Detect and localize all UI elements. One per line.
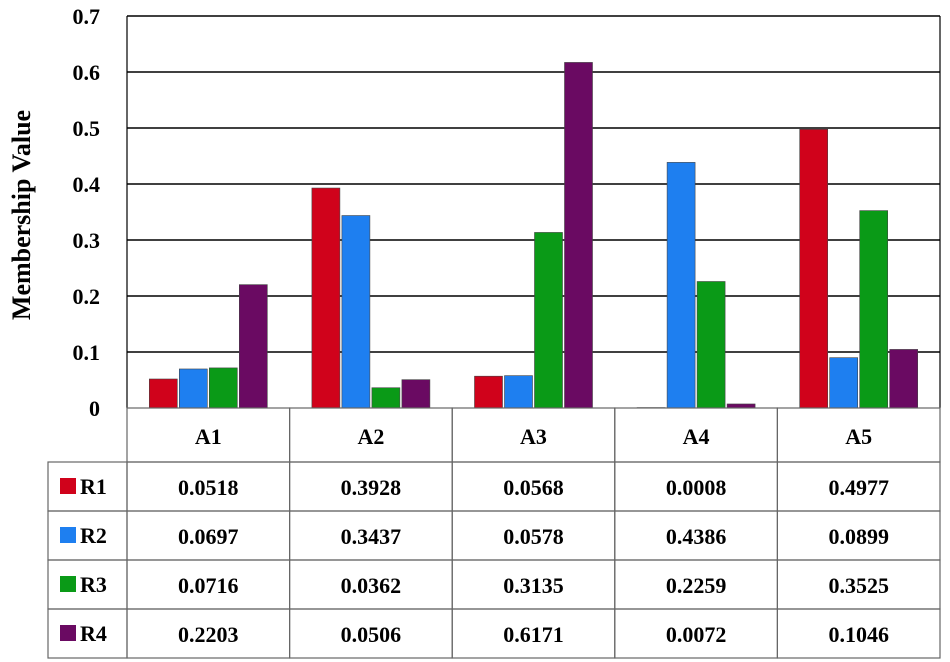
- data-label: 0.3135: [503, 573, 564, 598]
- data-table: A1 A2 A3 A4 A5 R1 0.0518 0.3928 0.0568 0.0008 0.49…: [47, 407, 941, 659]
- y-tick-label: 0.2: [73, 284, 101, 309]
- bar-r4-a5: [889, 349, 919, 409]
- legend-label-r1: R1: [80, 474, 107, 499]
- legend-swatch-r4: [60, 625, 76, 641]
- category-label: A1: [195, 424, 222, 449]
- bar-r2-a3: [504, 375, 533, 409]
- bar-r3-a3: [534, 232, 563, 409]
- y-tick-label: 0.3: [73, 228, 101, 253]
- bar-r4-a4: [726, 403, 756, 409]
- data-label: 0.0362: [341, 573, 402, 598]
- legend-swatch-r1: [60, 478, 76, 494]
- data-label: 0.0518: [178, 475, 239, 500]
- bar-r3-a2: [371, 387, 401, 409]
- data-label: 0.4977: [828, 475, 889, 500]
- category-label: A4: [683, 424, 710, 449]
- bar-r1-a3: [474, 375, 503, 409]
- bar-r1-a1: [149, 378, 178, 409]
- data-label: 0.0716: [178, 573, 239, 598]
- bar-r1-a5: [799, 128, 829, 409]
- bar-r2-a5: [829, 357, 859, 409]
- data-label: 0.3525: [828, 573, 889, 598]
- data-label: 0.0072: [666, 622, 727, 647]
- legend-label-r3: R3: [80, 572, 107, 597]
- bar-r4-a3: [564, 62, 593, 409]
- data-label: 0.0899: [828, 524, 889, 549]
- bar-r3-a5: [859, 210, 889, 409]
- bar-series: [149, 62, 919, 409]
- data-label: 0.0697: [178, 524, 239, 549]
- data-label: 0.6171: [503, 622, 564, 647]
- legend-label-r4: R4: [80, 621, 107, 646]
- category-label: A2: [357, 424, 384, 449]
- bar-r4-a2: [401, 379, 431, 409]
- data-label: 0.0506: [341, 622, 402, 647]
- bar-r3-a4: [696, 281, 726, 409]
- table-cell: [776, 608, 941, 659]
- data-label: 0.3928: [341, 475, 402, 500]
- legend-swatch-r3: [60, 576, 76, 592]
- data-label: 0.0568: [503, 475, 564, 500]
- bar-r2-a2: [341, 215, 371, 409]
- data-label: 0.4386: [666, 524, 727, 549]
- data-label: 0.0578: [503, 524, 564, 549]
- bar-r3-a1: [209, 367, 238, 409]
- category-label: A5: [845, 424, 872, 449]
- y-tick-labels: 0 0.1 0.2 0.3 0.4 0.5 0.6 0.7: [73, 4, 101, 421]
- category-label: A3: [520, 424, 547, 449]
- y-tick-label: 0.1: [73, 340, 101, 365]
- y-tick-label: 0.7: [73, 4, 101, 29]
- bar-r4-a1: [239, 284, 268, 409]
- bar-r2-a1: [179, 368, 208, 409]
- bar-r2-a4: [666, 162, 696, 409]
- data-label: 0.2203: [178, 622, 239, 647]
- y-tick-label: 0.4: [73, 172, 101, 197]
- y-axis-label: Membership Value: [7, 110, 36, 320]
- legend-swatch-r2: [60, 527, 76, 543]
- data-label: 0.3437: [341, 524, 402, 549]
- bar-r1-a2: [311, 187, 341, 409]
- data-label: 0.2259: [666, 573, 727, 598]
- y-tick-label: 0.6: [73, 60, 101, 85]
- y-tick-label: 0: [89, 396, 100, 421]
- legend-label-r2: R2: [80, 523, 107, 548]
- data-label: 0.0008: [666, 475, 727, 500]
- y-tick-label: 0.5: [73, 116, 101, 141]
- data-label: 0.1046: [828, 622, 889, 647]
